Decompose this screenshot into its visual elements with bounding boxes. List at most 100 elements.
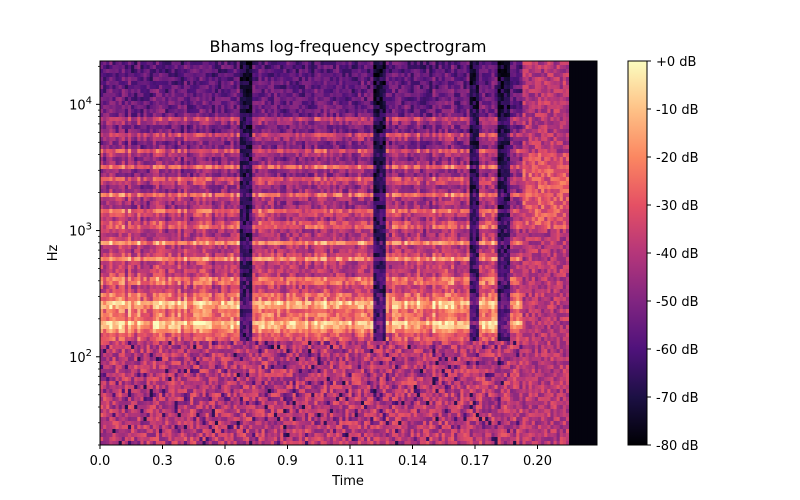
spectrogram-cell xyxy=(407,145,412,150)
spectrogram-cell xyxy=(398,73,402,78)
spectrogram-cell xyxy=(426,113,430,118)
spectrogram-cell xyxy=(183,181,188,186)
spectrogram-cell xyxy=(463,125,467,130)
spectrogram-cell xyxy=(419,85,424,90)
spectrogram-cell xyxy=(460,97,464,102)
spectrogram-cell xyxy=(292,101,297,106)
spectrogram-cell xyxy=(283,169,287,174)
spectrogram-cell xyxy=(286,149,290,154)
spectrogram-cell xyxy=(357,73,362,78)
spectrogram-cell xyxy=(438,117,443,122)
spectrogram-cell xyxy=(382,165,387,170)
spectrogram-cell xyxy=(177,141,182,146)
spectrogram-cell xyxy=(525,169,530,174)
spectrogram-cell xyxy=(497,105,502,110)
spectrogram-cell xyxy=(177,97,182,102)
spectrogram-cell xyxy=(544,81,548,86)
spectrogram-cell xyxy=(385,141,390,146)
spectrogram-cell xyxy=(541,133,545,138)
spectrogram-cell xyxy=(152,141,157,146)
spectrogram-cell xyxy=(444,77,449,82)
spectrogram-cell xyxy=(205,137,210,142)
spectrogram-cell xyxy=(286,109,290,114)
spectrogram-cell xyxy=(454,101,458,106)
spectrogram-cell xyxy=(587,169,592,174)
spectrogram-cell xyxy=(159,69,163,74)
spectrogram-cell xyxy=(488,137,492,142)
spectrogram-cell xyxy=(590,169,595,174)
spectrogram-cell xyxy=(314,169,318,174)
spectrogram-cell xyxy=(286,101,290,106)
spectrogram-cell xyxy=(320,89,325,94)
spectrogram-cell xyxy=(401,77,405,82)
spectrogram-cell xyxy=(336,81,340,86)
spectrogram-cell xyxy=(227,97,231,102)
spectrogram-cell xyxy=(298,161,303,166)
spectrogram-cell xyxy=(447,153,452,158)
spectrogram-cell xyxy=(339,109,343,114)
spectrogram-cell xyxy=(488,89,492,94)
spectrogram-cell xyxy=(258,141,262,146)
spectrogram-cell xyxy=(109,125,113,130)
spectrogram-cell xyxy=(528,141,533,146)
spectrogram-cell xyxy=(205,61,210,66)
spectrogram-cell xyxy=(283,181,287,186)
spectrogram-cell xyxy=(522,65,526,70)
spectrogram-cell xyxy=(460,81,464,86)
spectrogram-cell xyxy=(118,117,123,122)
spectrogram-cell xyxy=(472,65,477,70)
spectrogram-cell xyxy=(550,77,554,82)
spectrogram-cell xyxy=(410,105,415,110)
spectrogram-cell xyxy=(466,141,471,146)
spectrogram-cell xyxy=(451,141,455,146)
spectrogram-cell xyxy=(283,165,287,170)
spectrogram-cell xyxy=(326,81,331,86)
spectrogram-cell xyxy=(457,73,461,78)
spectrogram-cell xyxy=(485,157,489,162)
spectrogram-cell xyxy=(342,169,346,174)
spectrogram-cell xyxy=(127,165,132,170)
spectrogram-cell xyxy=(544,109,548,114)
spectrogram-cell xyxy=(270,89,275,94)
spectrogram-cell xyxy=(451,113,455,118)
spectrogram-cell xyxy=(186,157,191,162)
spectrogram-cell xyxy=(103,169,107,174)
spectrogram-cell xyxy=(351,153,356,158)
spectrogram-cell xyxy=(280,69,284,74)
spectrogram-cell xyxy=(242,93,247,98)
spectrogram-cell xyxy=(547,133,551,138)
spectrogram-cell xyxy=(289,89,293,94)
spectrogram-cell xyxy=(131,109,135,114)
spectrogram-cell xyxy=(171,173,175,178)
spectrogram-cell xyxy=(438,69,443,74)
spectrogram-cell xyxy=(432,81,436,86)
spectrogram-cell xyxy=(221,149,225,154)
spectrogram-cell xyxy=(395,121,399,126)
spectrogram-cell xyxy=(320,65,325,70)
spectrogram-cell xyxy=(404,165,408,170)
spectrogram-cell xyxy=(295,157,300,162)
spectrogram-cell xyxy=(547,165,551,170)
spectrogram-cell xyxy=(497,157,502,162)
spectrogram-cell xyxy=(270,113,275,118)
spectrogram-cell xyxy=(348,65,353,70)
spectrogram-cell xyxy=(460,69,464,74)
spectrogram-cell xyxy=(553,93,558,98)
spectrogram-cell xyxy=(239,173,244,178)
spectrogram-cell xyxy=(332,129,337,134)
spectrogram-cell xyxy=(432,173,436,178)
spectrogram-cell xyxy=(373,137,377,142)
spectrogram-cell xyxy=(404,121,408,126)
spectrogram-cell xyxy=(183,81,188,86)
spectrogram-cell xyxy=(565,157,570,162)
spectrogram-cell xyxy=(478,113,483,118)
spectrogram-cell xyxy=(233,161,238,166)
spectrogram-cell xyxy=(457,157,461,162)
spectrogram-cell xyxy=(488,73,492,78)
spectrogram-cell xyxy=(252,65,256,70)
spectrogram-cell xyxy=(494,129,498,134)
spectrogram-cell xyxy=(510,169,514,174)
spectrogram-cell xyxy=(491,169,495,174)
spectrogram-cell xyxy=(295,145,300,150)
spectrogram-cell xyxy=(249,81,253,86)
